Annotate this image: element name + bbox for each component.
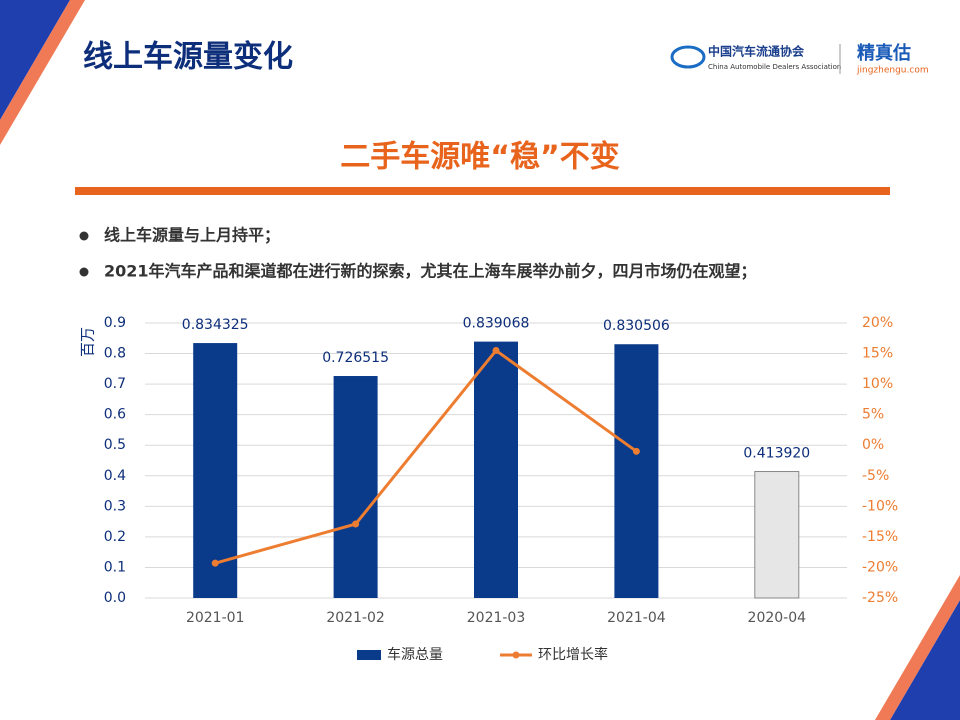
divider-bar: [75, 187, 890, 195]
legend-marker: [512, 651, 520, 659]
bar: [754, 471, 800, 599]
y2-tick-label: 5%: [862, 407, 884, 423]
corner-stripe: [0, 0, 85, 145]
y-tick-label: 0.1: [104, 559, 126, 575]
subtitle: 二手车源唯“稳”不变: [340, 140, 619, 175]
bar: [474, 341, 518, 598]
y2-tick-label: -20%: [862, 559, 898, 575]
bar: [193, 343, 238, 598]
bullet-text: 2021年汽车产品和渠道都在进行新的探索，尤其在上海车展举办前夕，四月市场仍在观…: [104, 262, 757, 281]
y2-tick-label: 20%: [862, 315, 893, 331]
y-tick-label: 0.6: [104, 407, 126, 423]
y2-tick-label: -10%: [862, 498, 898, 514]
y2-tick-label: 0%: [862, 437, 884, 453]
logo-icon: [670, 45, 706, 69]
y-tick-label: 0.4: [104, 468, 126, 484]
bullet-dot: [79, 231, 89, 241]
x-tick-label: 2021-02: [326, 610, 385, 626]
x-tick-label: 2021-04: [607, 610, 666, 626]
page-title: 线上车源量变化: [83, 40, 293, 75]
legend-label: 环比增长率: [538, 646, 608, 663]
line-marker: [352, 520, 360, 528]
y-tick-label: 0.0: [104, 590, 126, 606]
y2-tick-label: 10%: [862, 376, 893, 392]
brand: 精真估: [857, 42, 911, 64]
y-tick-label: 0.7: [104, 376, 126, 392]
line-marker: [632, 447, 640, 455]
y-tick-label: 0.8: [104, 346, 126, 362]
x-tick-label: 2020-04: [748, 610, 807, 626]
y-tick-label: 0.2: [104, 529, 126, 545]
y2-tick-label: -25%: [862, 590, 898, 606]
data-label: 0.834325: [182, 317, 249, 333]
bullet-text: 线上车源量与上月持平；: [104, 226, 280, 245]
line: [214, 348, 638, 565]
y-axis-label: 百万: [79, 327, 97, 357]
data-label: 0.839068: [463, 316, 530, 332]
y-tick-label: 0.5: [104, 437, 126, 453]
logo-en: China Automobile Dealers Association: [708, 63, 841, 71]
line-marker: [211, 559, 219, 567]
bar: [614, 344, 659, 598]
bullet-dot: [79, 267, 89, 277]
data-label: 0.413920: [743, 446, 810, 462]
data-label: 0.726515: [322, 350, 389, 366]
y2-tick-label: 15%: [862, 346, 893, 362]
data-label: 0.830506: [603, 318, 670, 334]
corner-stripe: [875, 575, 960, 720]
legend-label: 车源总量: [387, 646, 443, 663]
x-tick-label: 2021-03: [467, 610, 526, 626]
y-tick-label: 0.9: [104, 315, 126, 331]
legend-swatch: [357, 650, 381, 660]
y2-tick-label: -5%: [862, 468, 889, 484]
y2-tick-label: -15%: [862, 529, 898, 545]
brand-url: jingzhengu.com: [856, 66, 929, 76]
line-marker: [492, 347, 500, 354]
bar: [333, 376, 378, 598]
logo-cn: 中国汽车流通协会: [708, 44, 805, 59]
y-tick-label: 0.3: [104, 498, 126, 514]
x-tick-label: 2021-01: [186, 610, 245, 626]
